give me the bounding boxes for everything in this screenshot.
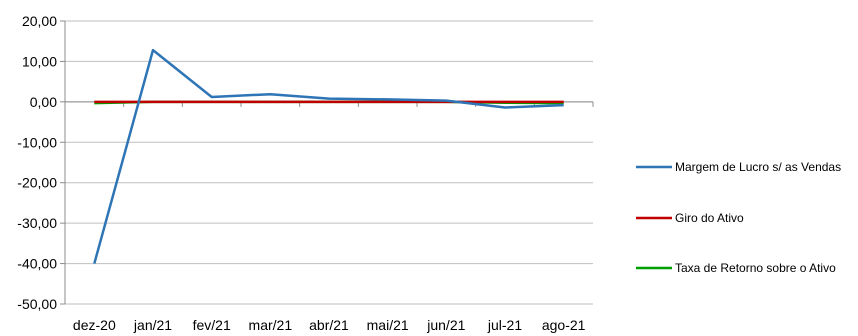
x-tick-label: dez-20 <box>73 317 116 333</box>
y-tick-label: -40,00 <box>17 256 57 272</box>
x-tick-label: jan/21 <box>133 317 172 333</box>
legend-label: Margem de Lucro s/ as Vendas <box>675 160 841 174</box>
series-line <box>93 48 564 264</box>
y-tick-label: -30,00 <box>17 215 57 231</box>
x-tick-label: jun/21 <box>426 317 465 333</box>
x-tick-label: jul-21 <box>487 317 522 333</box>
y-tick-label: 20,00 <box>22 13 57 29</box>
y-tick-label: -10,00 <box>17 134 57 150</box>
legend-label: Taxa de Retorno sobre o Ativo <box>675 261 836 275</box>
x-tick-label: mai/21 <box>367 317 409 333</box>
x-tick-label: fev/21 <box>193 317 231 333</box>
x-tick-label: mar/21 <box>249 317 293 333</box>
y-tick-label: -50,00 <box>17 296 57 312</box>
x-tick-label: ago-21 <box>542 317 586 333</box>
y-tick-label: 10,00 <box>22 53 57 69</box>
legend-label: Giro do Ativo <box>675 211 744 225</box>
x-tick-label: abr/21 <box>309 317 349 333</box>
y-tick-label: 0,00 <box>30 94 57 110</box>
y-tick-label: -20,00 <box>17 175 57 191</box>
